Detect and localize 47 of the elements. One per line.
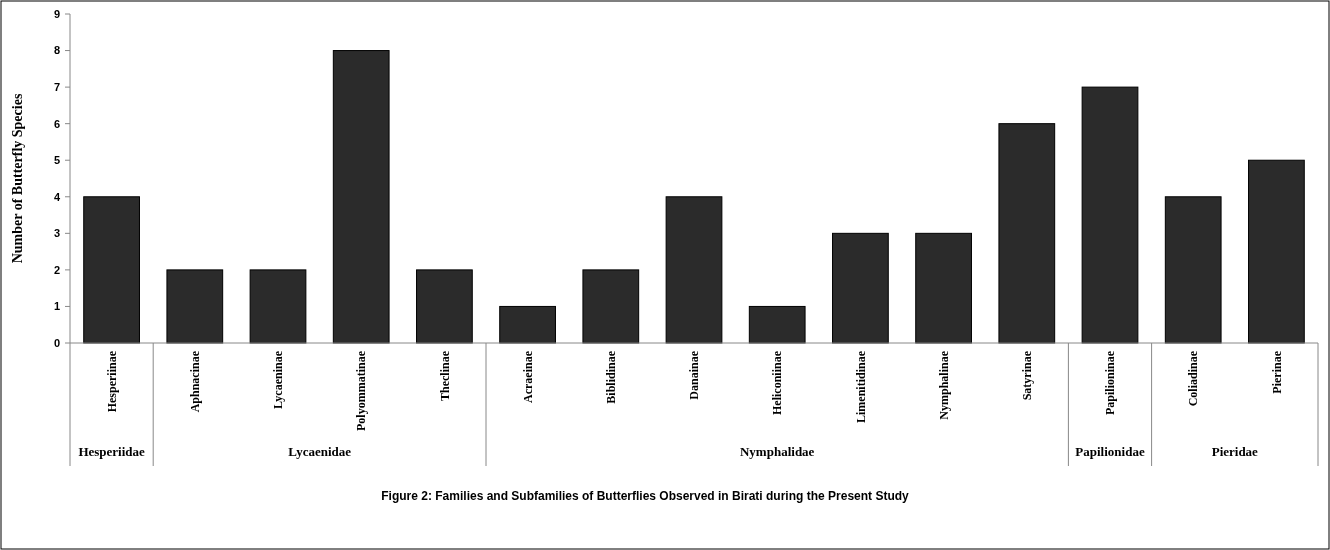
bar (748, 305, 806, 344)
bar (1248, 159, 1305, 344)
x-tick-label: Lycaeninae (271, 350, 286, 410)
bar (332, 50, 390, 344)
bar (582, 269, 640, 344)
text: Hesperiidae (78, 444, 146, 459)
y-tick-label: 5 (53, 154, 60, 167)
x-tick-label: Papilioninae (1103, 350, 1118, 416)
x-tick-label: Limenitidinae (853, 350, 868, 424)
bar (998, 123, 1056, 344)
bar (665, 196, 723, 344)
x-tick-label: Danainae (687, 350, 702, 400)
bar (915, 232, 972, 344)
y-tick-label: 7 (53, 80, 60, 93)
y-axis-title: Number of Butterfly Species (10, 93, 25, 264)
bar (499, 305, 556, 344)
x-tick-label: Theclinae (437, 350, 452, 401)
x-tick-label: Polyommatinae (354, 350, 369, 431)
x-tick-label: Satyrinae (1020, 350, 1034, 401)
x-tick-label: Nymphalinae (936, 350, 951, 420)
y-tick-label: 1 (53, 300, 60, 313)
y-tick-label: 6 (53, 117, 60, 130)
text: Figure 2: Families and Subfamilies of Butterflies Observed in Birati during the Present Study (381, 489, 910, 503)
x-tick-label: Pierinae (1269, 350, 1284, 394)
x-tick-label: Aphnacinae (188, 350, 202, 413)
text: Pieridae (1211, 444, 1259, 459)
y-tick-label: 8 (53, 44, 60, 57)
x-tick-label: Biblidinae (604, 350, 618, 404)
y-tick-label: 3 (53, 227, 60, 240)
x-tick-label: Coliadinae (1186, 350, 1201, 407)
bar (249, 269, 307, 344)
y-tick-label: 0 (53, 336, 60, 349)
bar (832, 232, 889, 344)
bar (416, 269, 473, 344)
x-tick-label: Acraeinae (520, 350, 535, 403)
x-tick-label: Heliconiinae (770, 350, 785, 415)
text: Lycaenidae (288, 444, 352, 459)
y-tick-label: 9 (53, 7, 60, 20)
bar (1164, 196, 1222, 344)
y-tick-label: 2 (53, 263, 60, 276)
bar (83, 196, 140, 344)
text: Nymphalidae (740, 444, 815, 459)
bar (1081, 86, 1139, 344)
x-tick-label: Hesperiinae (104, 350, 119, 413)
y-tick-label: 4 (53, 190, 61, 203)
bar (166, 269, 224, 344)
text: Papilionidae (1075, 444, 1145, 459)
